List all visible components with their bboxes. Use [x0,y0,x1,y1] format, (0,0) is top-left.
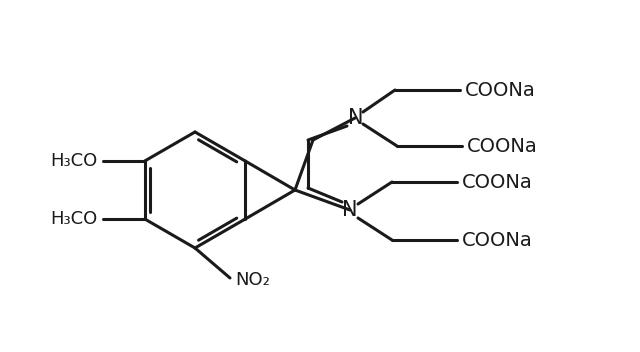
Text: COONa: COONa [462,231,532,250]
Text: COONa: COONa [462,172,532,191]
Text: H₃CO: H₃CO [51,210,98,228]
Text: H₃CO: H₃CO [51,152,98,170]
Text: NO₂: NO₂ [235,271,270,289]
Text: COONa: COONa [467,137,538,156]
Text: N: N [348,108,364,128]
Text: N: N [342,200,358,220]
Text: COONa: COONa [465,81,536,100]
